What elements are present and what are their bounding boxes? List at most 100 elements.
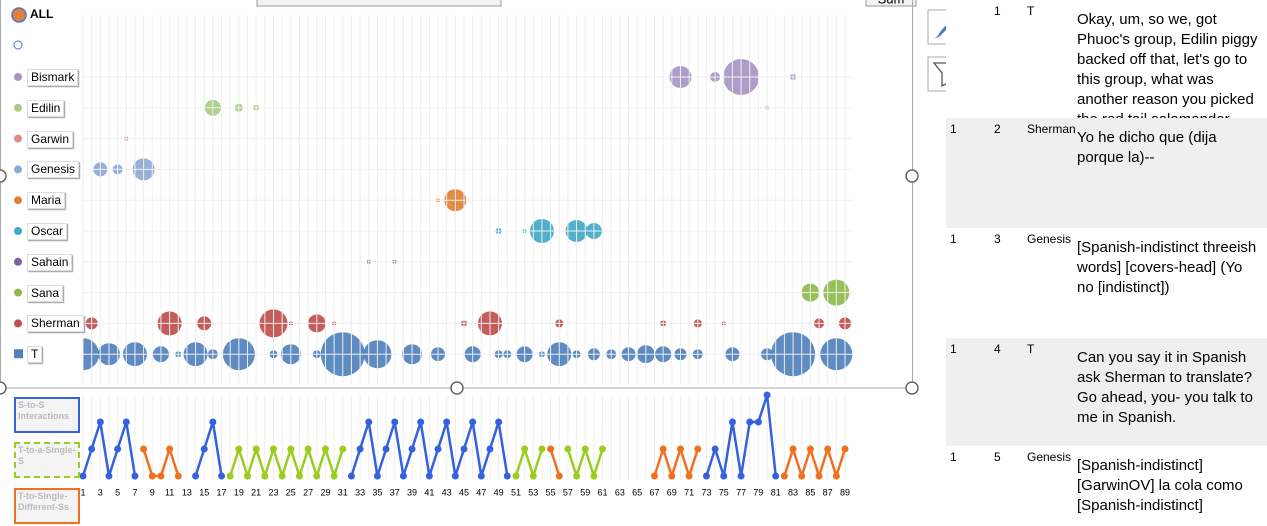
legend-label: Edilin — [27, 99, 65, 117]
x-tick-label: 49 — [494, 487, 504, 497]
legend-marker — [14, 73, 22, 81]
line-legend: T-to-Single-Different-Ss — [14, 488, 80, 524]
series-point — [166, 445, 174, 453]
series-point — [304, 445, 312, 453]
series-point — [529, 472, 537, 480]
sum-button[interactable] — [865, 0, 917, 7]
x-tick-label: 9 — [150, 487, 155, 497]
legend-all-label: ALL — [30, 7, 54, 21]
series-point — [365, 418, 373, 426]
series-point — [711, 445, 719, 453]
sum-label: Sum — [878, 0, 905, 6]
series-line — [229, 444, 604, 481]
series-point — [832, 472, 840, 480]
legend-marker — [14, 103, 22, 112]
series-point — [555, 472, 563, 480]
legend-label: Garwin — [27, 130, 74, 148]
series-point — [287, 445, 295, 453]
series-point — [148, 472, 156, 480]
series-point — [313, 472, 321, 480]
x-tick-label: 21 — [251, 487, 261, 497]
x-tick-label: 59 — [580, 487, 590, 497]
series-point — [495, 418, 503, 426]
x-tick-label: 51 — [511, 487, 521, 497]
series-point — [685, 472, 693, 480]
x-tick-label: 81 — [771, 487, 781, 497]
series-point — [105, 472, 113, 480]
x-tick-label: 85 — [805, 487, 815, 497]
resize-handle — [450, 381, 464, 395]
series-point — [720, 472, 728, 480]
series-point — [174, 472, 182, 480]
series-point — [88, 445, 96, 453]
turn-cell: 2 — [994, 122, 1001, 136]
x-tick-label: 73 — [701, 487, 711, 497]
x-tick-label: 37 — [390, 487, 400, 497]
series-point — [321, 445, 329, 453]
utterance-cell: Can you say it in Spanish ask Sherman to… — [1077, 349, 1253, 426]
series-point — [477, 472, 485, 480]
x-tick-label: 29 — [320, 487, 330, 497]
series-point — [581, 445, 589, 453]
series-point — [789, 445, 797, 453]
speaker-cell: Sherman — [1027, 122, 1075, 136]
utterance-cell: Okay, um, so we, got Phuoc's group, Edil… — [1077, 11, 1258, 118]
legend-label: Sana — [27, 284, 64, 302]
series-point — [451, 472, 459, 480]
series-point — [651, 472, 658, 480]
series-point — [278, 472, 286, 480]
legend-label: Sherman — [27, 315, 84, 333]
legend-all-icon — [11, 7, 27, 23]
series-point — [347, 472, 355, 480]
x-tick-label: 71 — [684, 487, 694, 497]
resize-handle — [0, 381, 7, 395]
utterance-cell: [Spanish-indistinct threeish words] [cov… — [1077, 239, 1257, 296]
series-point — [96, 418, 104, 426]
series-point — [573, 472, 581, 480]
series-point — [806, 445, 814, 453]
legend-marker — [14, 288, 22, 297]
series-point — [131, 472, 139, 480]
x-tick-label: 41 — [424, 487, 434, 497]
toolbar-control[interactable] — [256, 0, 502, 7]
series-point — [399, 472, 407, 480]
x-tick-label: 67 — [649, 487, 659, 497]
series-point — [538, 445, 546, 453]
x-tick-label: 17 — [217, 487, 227, 497]
series-point — [218, 472, 226, 480]
series-point — [659, 445, 667, 453]
x-tick-label: 5 — [115, 487, 120, 497]
x-tick-label: 79 — [753, 487, 763, 497]
transcript-row: 1 3 Genesis [Spanish-indistinct threeish wo… — [946, 228, 1267, 338]
series-point — [235, 445, 243, 453]
series-point — [668, 472, 676, 480]
x-tick-label: 3 — [98, 487, 103, 497]
series-point — [244, 472, 252, 480]
x-tick-label: 89 — [840, 487, 850, 497]
x-tick-label: 57 — [563, 487, 573, 497]
series-point — [599, 445, 607, 453]
series-point — [841, 445, 849, 453]
series-point — [157, 472, 165, 480]
series-point — [746, 418, 754, 426]
x-tick-label: 63 — [615, 487, 625, 497]
x-tick-label: 77 — [736, 487, 746, 497]
series-point — [460, 445, 468, 453]
series-point — [772, 472, 780, 480]
speaker-cell: T — [1027, 342, 1035, 356]
series-point — [564, 445, 572, 453]
x-tick-label: 13 — [182, 487, 192, 497]
series-point — [512, 472, 520, 480]
legend-label: Sahain — [27, 253, 73, 271]
utterance-cell: [Spanish-indistinct][GarwinOV] la cola c… — [1077, 457, 1243, 514]
legend-label: T — [27, 346, 43, 364]
series-point — [339, 445, 347, 453]
legend-label: Maria — [27, 192, 66, 210]
x-tick-label: 35 — [372, 487, 382, 497]
transcript-row: 1 4 T Can you say it in Spanish ask Sherman… — [946, 338, 1267, 446]
series-point — [798, 472, 806, 480]
series-point — [330, 472, 338, 480]
x-tick-label: 1 — [80, 487, 85, 497]
bubble-plot — [83, 59, 853, 377]
